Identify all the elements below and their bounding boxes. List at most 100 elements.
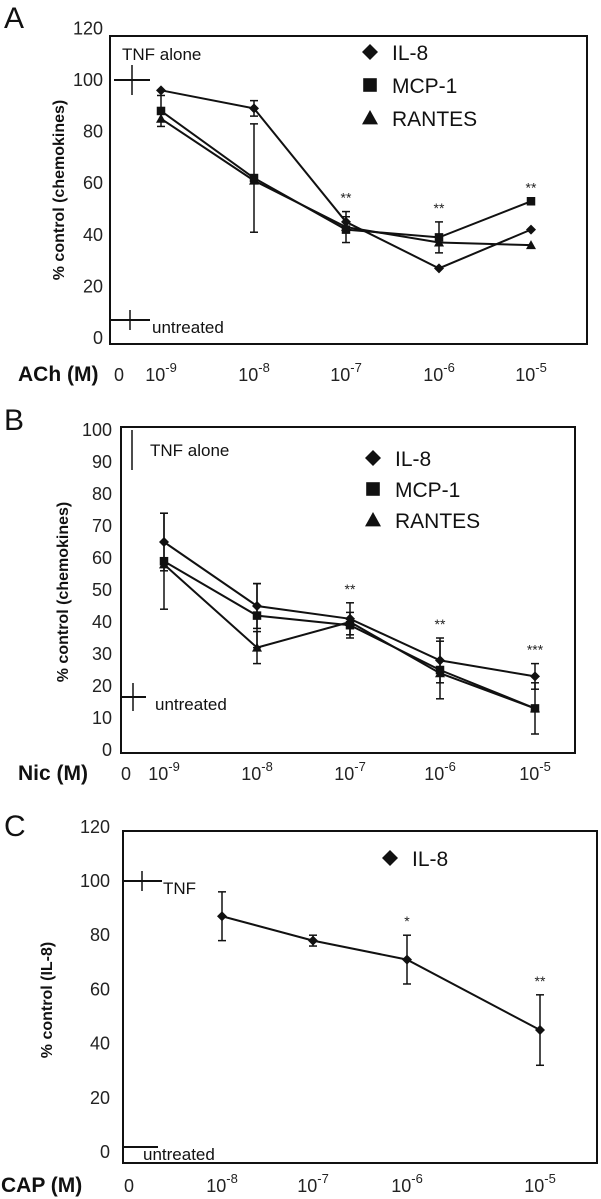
y-tick-label: 50 <box>92 580 112 600</box>
y-tick-label: 80 <box>90 925 110 945</box>
data-point <box>156 85 166 96</box>
y-tick-label: 70 <box>92 516 112 536</box>
x-tick-base: 10 <box>524 1176 544 1196</box>
x-tick-base: 10 <box>297 1176 317 1196</box>
y-tick-label: 10 <box>92 708 112 728</box>
x-tick-base: 0 <box>124 1176 134 1196</box>
series-line <box>221 915 541 1031</box>
y-tick-label: 0 <box>100 1142 110 1162</box>
x-tick-exponent: -8 <box>258 360 270 375</box>
data-point <box>252 611 262 620</box>
y-tick-label: 0 <box>93 328 103 348</box>
significance-marker: * <box>404 913 410 929</box>
legend-label: MCP-1 <box>392 75 457 98</box>
significance-marker: ** <box>435 616 446 632</box>
plot-frame <box>109 35 588 345</box>
legend-label: IL-8 <box>392 42 428 65</box>
legend-marker <box>365 450 381 466</box>
y-tick-label: 30 <box>92 644 112 664</box>
y-tick-label: 120 <box>80 817 110 837</box>
x-tick-label: 10-9 <box>148 759 180 784</box>
x-tick-label: 10-6 <box>391 1171 423 1196</box>
y-tick-label: 100 <box>73 70 103 90</box>
y-tick-label: 0 <box>102 740 112 760</box>
significance-marker: ** <box>526 179 537 195</box>
x-tick-label: 10-7 <box>297 1171 329 1196</box>
x-axis-unit: Nic (M) <box>18 762 88 785</box>
data-point <box>526 224 536 235</box>
series-rantes <box>159 559 540 713</box>
legend-label: RANTES <box>392 108 477 131</box>
x-tick-label: 10-6 <box>424 759 456 784</box>
y-tick-label: 60 <box>92 548 112 568</box>
legend-item: MCP-1 <box>363 75 457 98</box>
legend-label: MCP-1 <box>395 479 460 502</box>
data-point <box>156 113 166 123</box>
y-tick-label: 20 <box>92 676 112 696</box>
y-tick-label: 40 <box>83 225 103 245</box>
x-tick-exponent: -8 <box>261 759 273 774</box>
series-il-8 <box>159 512 540 690</box>
tnf-reference-mark <box>122 871 162 891</box>
legend-label: IL-8 <box>412 848 448 871</box>
x-tick-label: 0 <box>121 764 131 784</box>
data-point <box>402 954 412 965</box>
series-rantes <box>156 113 536 250</box>
significance-marker: ** <box>341 190 352 206</box>
tnf-label: TNF <box>163 879 196 898</box>
x-tick-base: 10 <box>519 764 539 784</box>
tnf-reference-mark <box>114 65 150 95</box>
plot-frame <box>122 830 598 1164</box>
significance-marker: ** <box>535 973 546 989</box>
x-tick-exponent: -5 <box>539 759 551 774</box>
y-tick-label: 100 <box>82 420 112 440</box>
significance-marker: ** <box>434 200 445 216</box>
data-point <box>249 175 259 185</box>
data-point <box>308 935 318 946</box>
panel-letter: C <box>4 810 26 843</box>
untreated-label: untreated <box>152 318 224 337</box>
legend-item: MCP-1 <box>366 479 460 502</box>
panel-a: A 0 20 40 60 80 100 120 % control (chemokines) 0 1… <box>4 2 588 386</box>
x-tick-exponent: -6 <box>443 360 455 375</box>
x-tick-exponent: -6 <box>444 759 456 774</box>
y-tick-label: 100 <box>80 871 110 891</box>
x-tick-exponent: -7 <box>317 1171 329 1186</box>
x-tick-exponent: -9 <box>168 759 180 774</box>
x-tick-label: 10-6 <box>423 360 455 385</box>
data-point <box>530 703 540 713</box>
legend-label: RANTES <box>395 510 480 533</box>
x-tick-base: 10 <box>424 764 444 784</box>
x-tick-label: 0 <box>124 1176 134 1196</box>
series-il-8 <box>217 891 545 1067</box>
x-axis-unit: ACh (M) <box>18 363 98 386</box>
x-tick-label: 0 <box>114 365 124 385</box>
x-tick-label: 10-5 <box>524 1171 556 1196</box>
data-point <box>341 222 351 232</box>
data-point <box>526 197 536 206</box>
significance-marker: *** <box>527 642 544 658</box>
data-point <box>530 671 540 682</box>
x-tick-base: 0 <box>114 365 124 385</box>
legend-marker <box>382 850 398 866</box>
y-tick-label: 80 <box>83 122 103 142</box>
y-tick-label: 20 <box>90 1088 110 1108</box>
legend-item: RANTES <box>365 510 480 533</box>
legend-item: IL-8 <box>362 42 428 65</box>
tnf-label: TNF alone <box>122 45 201 64</box>
x-tick-exponent: -8 <box>226 1171 238 1186</box>
y-axis-label: % control (IL-8) <box>39 942 56 1058</box>
x-tick-base: 10 <box>391 1176 411 1196</box>
y-tick-label: 120 <box>73 18 103 38</box>
x-tick-base: 10 <box>145 365 165 385</box>
y-tick-label: 60 <box>83 173 103 193</box>
untreated-reference-mark <box>110 310 150 330</box>
x-tick-base: 0 <box>121 764 131 784</box>
x-tick-label: 10-8 <box>238 360 270 385</box>
x-tick-exponent: -7 <box>350 360 362 375</box>
y-tick-label: 60 <box>90 979 110 999</box>
x-tick-base: 10 <box>423 365 443 385</box>
